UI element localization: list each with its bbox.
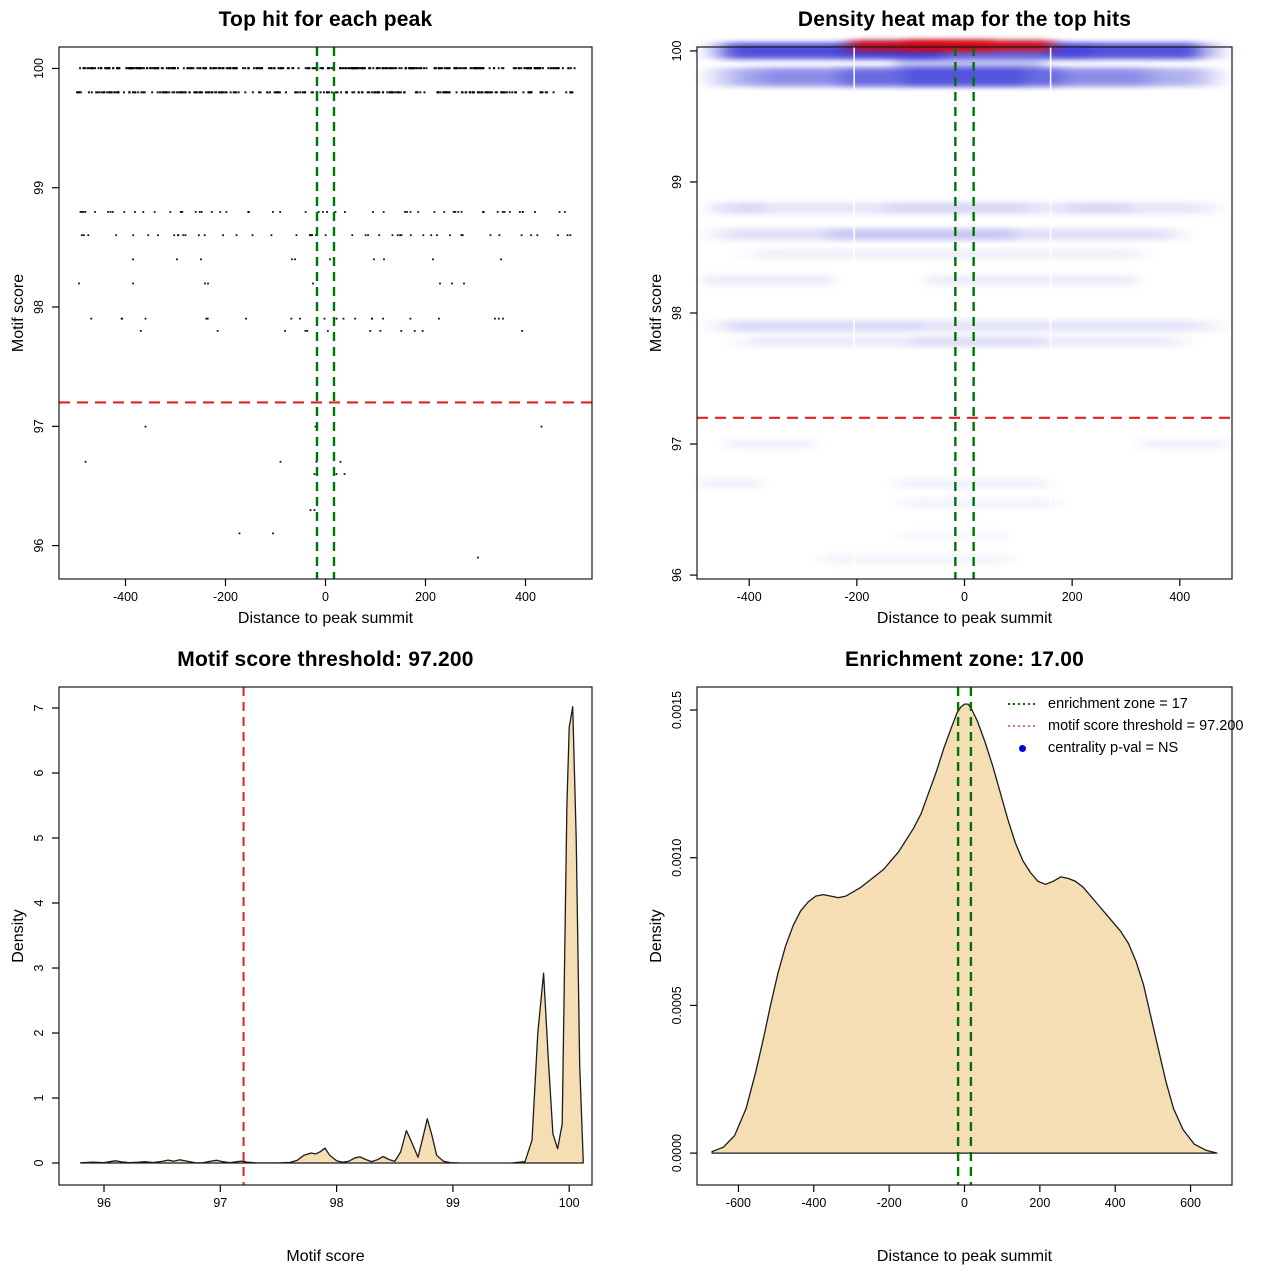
svg-text:97: 97 — [213, 1196, 227, 1210]
legend-entry-score-threshold: motif score threshold = 97.200 — [1008, 715, 1243, 737]
svg-text:99: 99 — [446, 1196, 460, 1210]
svg-text:200: 200 — [1062, 590, 1083, 604]
yaxis-label-heatmap: Motif score — [648, 273, 665, 353]
panel-title-top-hits: Top hit for each peak — [218, 8, 433, 31]
legend-entry-enrichment-zone: enrichment zone = 17 — [1008, 693, 1243, 715]
svg-text:3: 3 — [32, 964, 46, 971]
svg-text:100: 100 — [670, 40, 684, 61]
svg-text:200: 200 — [1029, 1196, 1050, 1210]
svg-text:-600: -600 — [726, 1196, 751, 1210]
panel-title-enrichment-zone: Enrichment zone: 17.00 — [845, 648, 1084, 671]
xaxis-label-heatmap: Distance to peak summit — [876, 610, 1053, 627]
legend-entry-centrality-pval: centrality p-val = NS — [1008, 737, 1243, 759]
svg-text:2: 2 — [32, 1029, 46, 1036]
svg-text:0: 0 — [32, 1160, 46, 1167]
panel-title-score-density: Motif score threshold: 97.200 — [177, 648, 474, 671]
legend: enrichment zone = 17 motif score thresho… — [1008, 693, 1243, 759]
green-dotted-line-icon — [1008, 703, 1036, 705]
svg-text:1: 1 — [32, 1095, 46, 1102]
svg-text:4: 4 — [32, 899, 46, 906]
svg-text:-200: -200 — [877, 1196, 902, 1210]
svg-text:0: 0 — [322, 590, 329, 604]
svg-text:0.0015: 0.0015 — [670, 691, 684, 729]
legend-label: enrichment zone = 17 — [1048, 696, 1188, 712]
svg-text:97: 97 — [32, 419, 46, 433]
svg-text:400: 400 — [1169, 590, 1190, 604]
svg-text:-200: -200 — [844, 590, 869, 604]
yaxis-label-top-hits: Motif score — [10, 273, 27, 353]
svg-text:100: 100 — [32, 58, 46, 79]
svg-text:98: 98 — [330, 1196, 344, 1210]
svg-text:400: 400 — [515, 590, 536, 604]
xaxis-label-top-hits: Distance to peak summit — [237, 610, 414, 627]
svg-text:0.0010: 0.0010 — [670, 839, 684, 877]
xaxis-label-enrichment-zone: Distance to peak summit — [876, 1248, 1053, 1265]
svg-text:400: 400 — [1105, 1196, 1126, 1210]
blue-dot-icon — [1008, 744, 1036, 752]
svg-text:200: 200 — [415, 590, 436, 604]
svg-text:96: 96 — [32, 539, 46, 553]
svg-text:0: 0 — [961, 1196, 968, 1210]
svg-text:99: 99 — [32, 181, 46, 195]
svg-text:6: 6 — [32, 769, 46, 776]
svg-text:99: 99 — [670, 175, 684, 189]
yaxis-label-score-density: Density — [10, 909, 27, 963]
svg-text:5: 5 — [32, 834, 46, 841]
svg-text:98: 98 — [32, 300, 46, 314]
svg-text:-200: -200 — [213, 590, 238, 604]
red-dotted-line-icon — [1008, 725, 1036, 727]
panel-title-heatmap: Density heat map for the top hits — [797, 8, 1132, 31]
svg-text:97: 97 — [670, 437, 684, 451]
svg-text:100: 100 — [559, 1196, 580, 1210]
svg-text:7: 7 — [32, 704, 46, 711]
yaxis-label-enrichment-zone: Density — [648, 909, 665, 963]
svg-text:0: 0 — [961, 590, 968, 604]
svg-text:-400: -400 — [737, 590, 762, 604]
legend-label: motif score threshold = 97.200 — [1048, 718, 1244, 734]
svg-text:98: 98 — [670, 306, 684, 320]
svg-text:-400: -400 — [113, 590, 138, 604]
xaxis-label-score-density: Motif score — [286, 1248, 365, 1265]
svg-text:-400: -400 — [801, 1196, 826, 1210]
svg-text:0.0005: 0.0005 — [670, 986, 684, 1024]
legend-label: centrality p-val = NS — [1048, 740, 1179, 756]
svg-text:96: 96 — [97, 1196, 111, 1210]
svg-text:600: 600 — [1180, 1196, 1201, 1210]
svg-text:0.0000: 0.0000 — [670, 1134, 684, 1172]
svg-text:96: 96 — [670, 568, 684, 582]
